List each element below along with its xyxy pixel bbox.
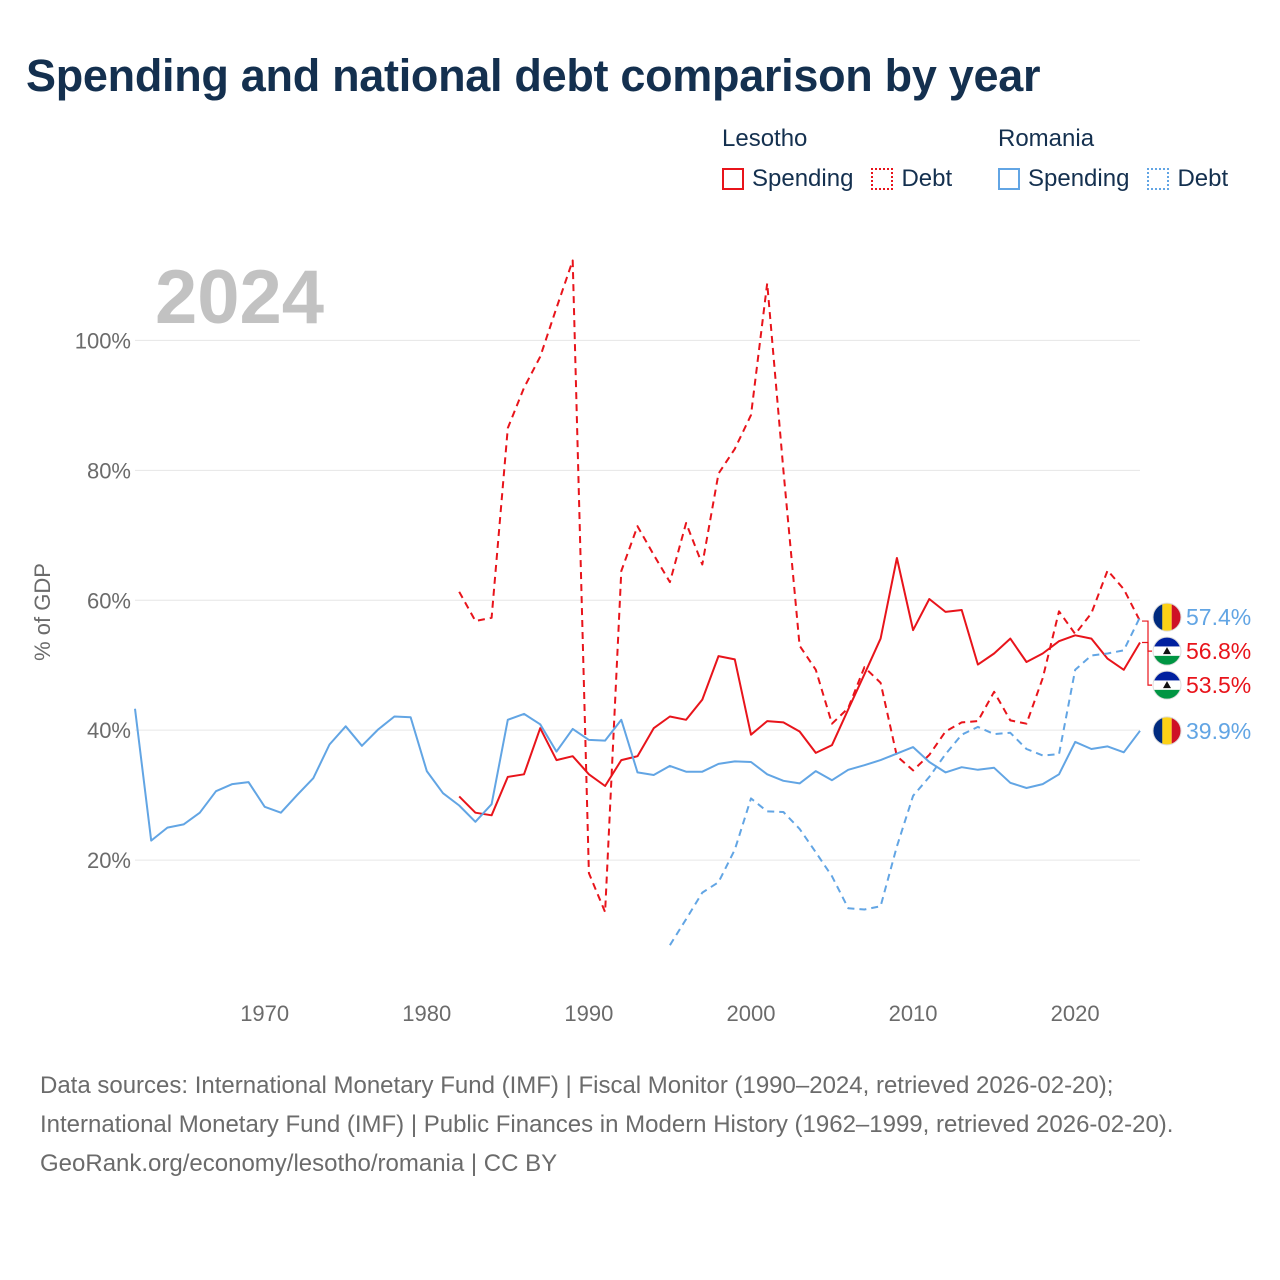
dotted-swatch-icon — [1147, 168, 1170, 190]
gridlines — [135, 339, 1140, 861]
x-tick-label: 2020 — [1051, 1001, 1100, 1026]
romania-flag-icon — [1152, 602, 1182, 632]
legend-group-romania: Romania Spending Debt — [998, 124, 1246, 192]
y-axis-label: % of GDP — [30, 563, 55, 661]
y-axis-ticks: 20% 40% 60% 80% 100% — [75, 328, 131, 873]
series-line-lesotho-spending[interactable] — [458, 557, 1141, 817]
x-axis-ticks: 1970 1980 1990 2000 2010 2020 — [240, 1001, 1099, 1026]
legend-item-romania-spending[interactable]: Spending — [998, 166, 1129, 192]
solid-swatch-icon — [998, 168, 1020, 190]
legend-label: Debt — [1177, 165, 1229, 192]
legend-label: Debt — [901, 165, 953, 192]
data-sources: Data sources: International Monetary Fun… — [40, 1072, 1174, 1138]
end-labels: 57.4% 56.8% 53.5% 39.9% — [1142, 602, 1251, 746]
legend-group-name: Lesotho — [722, 125, 808, 152]
series-line-romania-spending[interactable] — [134, 708, 1141, 842]
end-value-label: 39.9% — [1186, 718, 1251, 744]
end-value-label: 56.8% — [1186, 638, 1251, 664]
y-tick-label: 60% — [87, 588, 131, 613]
year-label: 2024 — [155, 255, 325, 340]
legend-label: Spending — [1028, 165, 1130, 192]
y-tick-label: 20% — [87, 848, 131, 873]
legend-group-name: Romania — [998, 125, 1095, 152]
footer: Data sources: International Monetary Fun… — [40, 1066, 1240, 1183]
solid-swatch-icon — [722, 168, 744, 190]
credit-link[interactable]: GeoRank.org/economy/lesotho/romania | CC… — [40, 1150, 558, 1177]
x-tick-label: 2010 — [889, 1001, 938, 1026]
series-line-lesotho-debt[interactable] — [458, 259, 1141, 914]
legend-item-lesotho-spending[interactable]: Spending — [722, 166, 853, 192]
dotted-swatch-icon — [871, 168, 894, 190]
legend-group-lesotho: Lesotho Spending Debt — [722, 124, 970, 192]
series-lines — [134, 259, 1141, 946]
y-tick-label: 100% — [75, 328, 131, 353]
x-tick-label: 1970 — [240, 1001, 289, 1026]
x-tick-label: 2000 — [726, 1001, 775, 1026]
y-tick-label: 40% — [87, 718, 131, 743]
chart-title: Spending and national debt comparison by… — [26, 50, 1041, 101]
y-tick-label: 80% — [87, 458, 131, 483]
lesotho-flag-icon — [1152, 636, 1182, 666]
x-tick-label: 1990 — [564, 1001, 613, 1026]
legend-item-lesotho-debt[interactable]: Debt — [871, 166, 952, 192]
x-tick-label: 1980 — [402, 1001, 451, 1026]
end-label-connector — [1142, 641, 1152, 686]
romania-flag-icon — [1152, 716, 1182, 746]
end-label-connector — [1142, 620, 1152, 652]
end-value-label: 53.5% — [1186, 672, 1251, 698]
end-value-label: 57.4% — [1186, 604, 1251, 630]
line-chart: 20% 40% 60% 80% 100% 1970 1980 1990 2000 2010 202… — [30, 259, 1251, 1026]
series-line-romania-debt[interactable] — [669, 616, 1141, 946]
legend-item-romania-debt[interactable]: Debt — [1147, 166, 1228, 192]
legend-label: Spending — [752, 165, 854, 192]
lesotho-flag-icon — [1152, 670, 1182, 700]
